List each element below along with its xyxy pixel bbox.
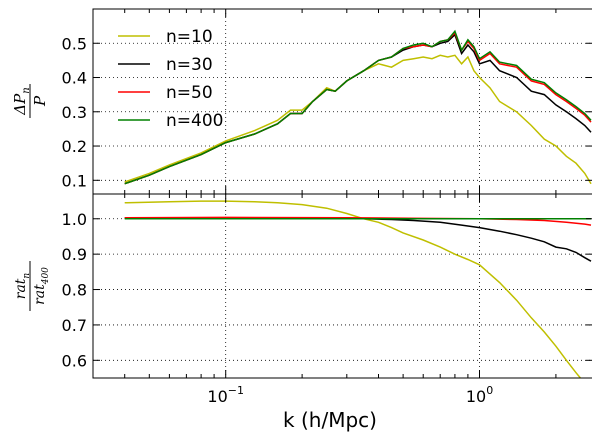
top-gridlines (93, 9, 592, 194)
top-panel: 0.1 0.2 0.3 0.4 0.5 n=10 n=30 n=50 n=400 ΔPn P (11, 8, 592, 195)
y-tick-label: 0.6 (62, 351, 87, 370)
top-ylabel-denominator: P (31, 95, 49, 107)
bottom-gridlines (93, 194, 592, 378)
y-tick-label: 0.9 (62, 245, 87, 264)
x-axis-label: k (h/Mpc) (283, 408, 377, 432)
legend-label: n=10 (166, 27, 213, 47)
y-tick-label: 0.8 (62, 281, 87, 300)
series-line-n-400 (124, 29, 592, 185)
y-tick-label: 0.2 (62, 137, 87, 156)
series-line-n-30 (124, 216, 592, 262)
x-tick-label: 100 (466, 384, 493, 406)
bottom-y-ticks: 0.6 0.7 0.8 0.9 1.0 (62, 210, 592, 370)
series-line-n-10 (124, 54, 592, 185)
series-line-n-10 (124, 200, 582, 378)
top-y-axis-label: ΔPn P (11, 84, 49, 118)
bottom-panel: 0.6 0.7 0.8 0.9 1.0 10−1 100 ratn rat400 k (h… (13, 193, 592, 432)
top-series-lines (124, 29, 592, 185)
legend-label: n=30 (166, 55, 213, 75)
y-tick-label: 0.7 (62, 316, 87, 335)
x-tick-label: 10−1 (207, 384, 244, 406)
y-tick-label: 0.3 (62, 103, 87, 122)
top-y-ticks: 0.1 0.2 0.3 0.4 0.5 (62, 34, 592, 190)
top-ylabel-numerator: ΔPn (11, 87, 32, 115)
y-tick-label: 0.1 (62, 171, 87, 190)
bottom-series-lines (124, 200, 592, 378)
bottom-y-axis-label: ratn rat400 (13, 261, 51, 311)
legend: n=10 n=30 n=50 n=400 (118, 27, 223, 131)
bottom-ylabel-denominator: rat400 (32, 267, 51, 305)
bottom-plot-frame (92, 193, 592, 379)
y-tick-label: 1.0 (62, 210, 87, 229)
top-x-ticks (92, 9, 557, 194)
legend-label: n=400 (166, 111, 223, 131)
bottom-ylabel-numerator: ratn (13, 273, 32, 300)
legend-label: n=50 (166, 83, 213, 103)
y-tick-label: 0.5 (62, 34, 87, 53)
y-tick-label: 0.4 (62, 69, 87, 88)
bottom-x-ticks: 10−1 100 (92, 194, 557, 406)
